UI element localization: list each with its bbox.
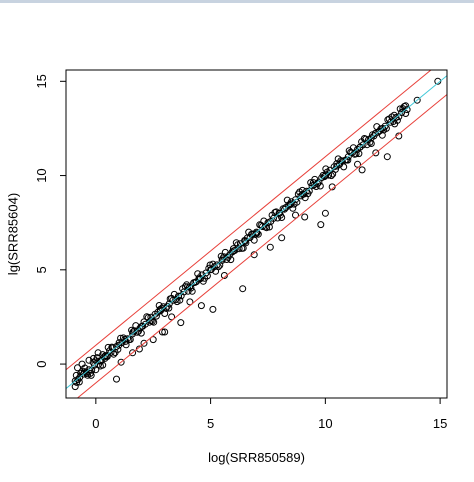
data-point <box>71 383 79 391</box>
window-top-border <box>0 0 474 3</box>
reference-lines-layer <box>66 70 447 398</box>
data-point <box>239 244 247 252</box>
data-point <box>75 378 83 386</box>
data-point <box>81 364 89 372</box>
data-point <box>90 354 97 362</box>
plot-box <box>65 69 448 399</box>
data-point <box>278 214 286 221</box>
points-layer <box>71 77 442 391</box>
data-point <box>252 230 260 238</box>
data-point <box>231 246 239 254</box>
data-point <box>213 261 221 269</box>
x-tick-label: 10 <box>318 416 332 431</box>
data-point <box>349 144 357 152</box>
threshold-line <box>76 93 447 398</box>
data-point <box>388 113 396 121</box>
data-point <box>278 234 286 242</box>
y-axis: 0 5 10 15 <box>34 74 66 368</box>
y-tick-label: 10 <box>34 168 49 182</box>
data-point <box>110 350 118 358</box>
data-point <box>227 256 235 264</box>
data-point <box>354 160 361 168</box>
data-point <box>92 366 100 374</box>
data-point <box>358 166 366 174</box>
data-point <box>175 292 182 300</box>
x-axis: 0 5 10 15 <box>92 398 447 431</box>
data-point <box>140 339 148 347</box>
data-point <box>143 313 151 321</box>
data-point <box>117 334 125 342</box>
data-point <box>126 336 134 343</box>
data-point <box>85 366 93 374</box>
data-point <box>292 211 299 219</box>
data-point <box>289 204 297 212</box>
data-point <box>322 165 330 173</box>
x-axis-label: log(SRR850589) <box>208 450 305 465</box>
data-point <box>239 285 247 293</box>
data-point <box>165 304 173 312</box>
threshold-line <box>66 70 432 371</box>
data-point <box>209 305 217 313</box>
data-point <box>129 349 137 357</box>
data-point <box>176 296 184 304</box>
data-point <box>186 298 194 306</box>
data-point <box>85 356 93 364</box>
data-point <box>152 312 160 320</box>
x-tick-label: 5 <box>207 416 214 431</box>
data-point <box>137 329 145 337</box>
data-point <box>413 96 421 104</box>
data-point <box>197 302 205 310</box>
data-point <box>402 110 410 117</box>
data-point <box>316 182 324 190</box>
data-point <box>113 375 120 383</box>
data-point <box>158 328 166 336</box>
data-point <box>188 287 196 295</box>
data-point <box>91 361 98 369</box>
data-point <box>266 243 274 251</box>
data-point <box>72 371 80 379</box>
data-point <box>281 205 288 213</box>
data-point <box>124 335 131 343</box>
data-point <box>161 328 169 336</box>
data-point <box>317 221 325 229</box>
data-point <box>168 313 176 321</box>
data-point <box>393 116 401 124</box>
data-point <box>383 153 391 161</box>
x-tick-label: 0 <box>92 416 99 431</box>
data-point <box>177 319 185 327</box>
data-point <box>367 140 375 147</box>
y-axis-label: lg(SRR85604) <box>5 193 20 275</box>
data-point <box>327 172 335 180</box>
data-point <box>150 318 158 326</box>
data-point <box>398 109 406 116</box>
y-tick-label: 15 <box>34 74 49 88</box>
data-point <box>163 302 171 310</box>
data-point <box>355 150 363 158</box>
x-tick-label: 15 <box>433 416 447 431</box>
data-point <box>94 349 102 357</box>
data-point <box>149 336 157 344</box>
data-point <box>253 229 261 237</box>
data-point <box>378 131 386 139</box>
data-point <box>74 364 81 372</box>
data-point <box>340 163 348 171</box>
data-point <box>372 149 380 157</box>
data-point <box>141 320 149 328</box>
data-point <box>263 224 271 232</box>
data-point <box>403 106 411 114</box>
y-tick-label: 5 <box>34 266 49 273</box>
data-point <box>117 358 125 366</box>
data-point <box>321 209 329 217</box>
y-tick-label: 0 <box>34 360 49 367</box>
identity-line <box>66 75 447 390</box>
data-point <box>301 213 309 221</box>
data-point <box>298 186 306 194</box>
data-point <box>161 310 169 317</box>
data-point <box>359 141 367 149</box>
data-point <box>99 361 107 369</box>
